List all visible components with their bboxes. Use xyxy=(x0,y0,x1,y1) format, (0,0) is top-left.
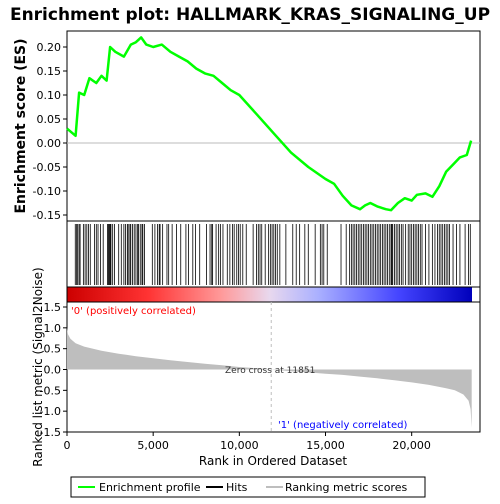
legend-label-hits: Hits xyxy=(226,481,248,494)
metric-y-tick-label: -1.5 xyxy=(40,426,61,439)
es-y-axis: 0.20 0.15 0.10 0.05 0.00 -0.05 -0.10 -0.15 xyxy=(33,41,67,222)
legend-label-profile: Enrichment profile xyxy=(99,481,201,494)
metric-y-axis: 1.5 1.0 0.5 0.0 -0.5 -1.0 -1.5 xyxy=(40,301,67,439)
metric-y-tick-label: -1.0 xyxy=(40,405,61,418)
es-y-tick-label: -0.05 xyxy=(33,161,61,174)
metric-area xyxy=(67,327,472,428)
es-profile-line xyxy=(66,36,473,212)
metric-x-tick-label: 15,000 xyxy=(306,439,345,452)
metric-y-tick-label: -0.5 xyxy=(40,384,61,397)
es-profile xyxy=(66,36,473,212)
es-y-tick-label: 0.15 xyxy=(37,65,62,78)
es-y-tick-label: 0.10 xyxy=(37,89,62,102)
metric-x-label: Rank in Ordered Dataset xyxy=(199,454,347,468)
es-panel-frame xyxy=(66,30,481,222)
legend-box xyxy=(70,476,426,498)
zero-cross-label: Zero cross at 11851 xyxy=(225,366,315,376)
metric-y-tick-label: 1.0 xyxy=(44,322,62,335)
positive-correlation-label: '0' (positively correlated) xyxy=(71,306,196,317)
metric-area-fill xyxy=(67,327,472,428)
metric-y-tick-label: 0.5 xyxy=(44,343,62,356)
es-y-label: Enrichment score (ES) xyxy=(13,38,29,213)
metric-y-label: Ranked list metric (Signal2Noise) xyxy=(31,267,45,466)
chart-title: Enrichment plot: HALLMARK_KRAS_SIGNALING… xyxy=(10,5,490,25)
hits-marks xyxy=(74,224,471,285)
es-y-tick-label: 0.05 xyxy=(37,113,62,126)
metric-x-tick-label: 5,000 xyxy=(137,439,169,452)
metric-x-tick-label: 0 xyxy=(64,439,71,452)
metric-y-tick-label: 0.0 xyxy=(44,364,62,377)
es-y-tick-label: 0.20 xyxy=(37,41,62,54)
metric-x-tick-label: 10,000 xyxy=(220,439,259,452)
metric-y-tick-label: 1.5 xyxy=(44,301,62,314)
metric-x-axis: 0 5,000 10,000 15,000 20,000 xyxy=(64,432,431,452)
metric-x-tick-label: 20,000 xyxy=(392,439,431,452)
es-y-tick-label: -0.15 xyxy=(33,209,61,222)
negative-correlation-label: '1' (negatively correlated) xyxy=(278,420,407,431)
legend-label-metric: Ranking metric scores xyxy=(285,481,407,494)
es-y-tick-label: -0.10 xyxy=(33,185,61,198)
ranking-color-bar xyxy=(67,287,472,302)
es-y-tick-label: 0.00 xyxy=(37,137,62,150)
